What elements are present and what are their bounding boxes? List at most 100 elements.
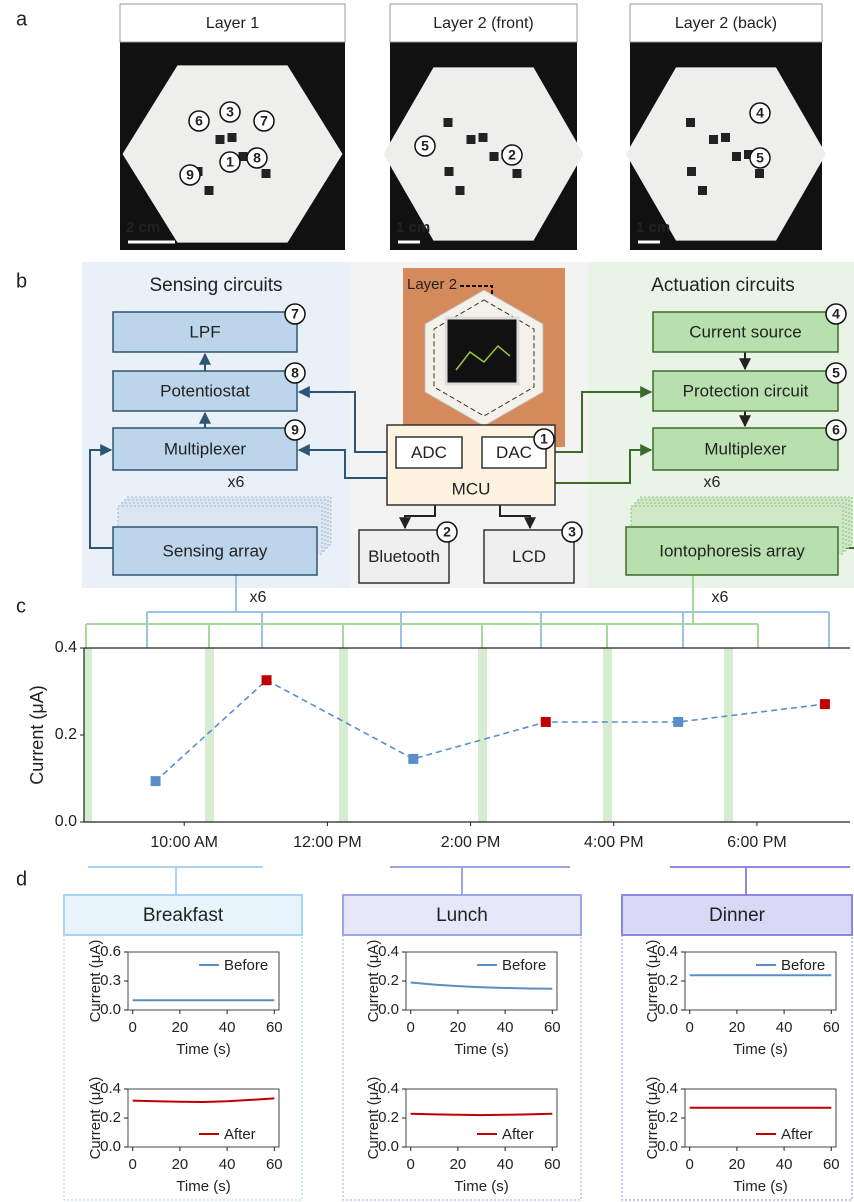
- plot-frame: [406, 1089, 557, 1147]
- badge-number: 2: [443, 524, 451, 540]
- y-tick-label: 0.2: [55, 726, 77, 743]
- chip: [205, 186, 214, 195]
- x-tick-label: 60: [266, 1019, 283, 1036]
- x-axis-label: Time (s): [733, 1178, 787, 1195]
- badge-number: 3: [568, 524, 576, 540]
- scale-bar-label: 1 cm: [396, 219, 430, 236]
- stimulation-bands: [84, 648, 733, 822]
- x-axis-label: Time (s): [733, 1041, 787, 1058]
- x-axis-label: Time (s): [454, 1178, 508, 1195]
- y-axis-label: Current (μA): [644, 940, 661, 1023]
- y-tick-label: 0.4: [55, 639, 77, 656]
- meal-title: Breakfast: [143, 905, 224, 926]
- x-tick-label: 0: [129, 1156, 137, 1173]
- x-tick-label: 20: [729, 1156, 746, 1173]
- x-tick-label: 40: [219, 1156, 236, 1173]
- x-tick-label: 60: [266, 1156, 283, 1173]
- x-tick-label: 40: [776, 1019, 793, 1036]
- legend-label: Before: [781, 957, 825, 974]
- x-tick-label: 20: [450, 1019, 467, 1036]
- badge-number: 4: [756, 105, 764, 121]
- y-axis-label: Current (μA): [365, 940, 382, 1023]
- chip: [721, 133, 730, 142]
- block-label: LCD: [512, 547, 546, 566]
- x-tick-label: 6:00 PM: [727, 834, 787, 851]
- y-axis-label: Current (μA): [87, 1077, 104, 1160]
- figure: abcdLayer 12 cm367189Layer 2 (front)1 cm…: [0, 0, 854, 1202]
- badge-number: 7: [291, 306, 299, 322]
- panel-label: d: [16, 868, 27, 890]
- badge-number: 6: [832, 422, 840, 438]
- x-tick-label: 60: [544, 1019, 561, 1036]
- x-tick-label: 0: [686, 1156, 694, 1173]
- badge-number: 5: [832, 365, 840, 381]
- legend-label: After: [502, 1126, 534, 1143]
- x-tick-label: 20: [450, 1156, 467, 1173]
- x-tick-label: 20: [729, 1019, 746, 1036]
- badge-number: 9: [291, 422, 299, 438]
- data-line: [133, 1098, 275, 1102]
- y-tick-label: 0.0: [55, 813, 77, 830]
- chip: [732, 152, 741, 161]
- block-label: Protection circuit: [683, 381, 809, 400]
- chip: [456, 186, 465, 195]
- block-label: Potentiostat: [160, 381, 250, 400]
- multiplier: x6: [704, 474, 721, 491]
- data-point: [151, 776, 161, 786]
- multiplier: x6: [250, 589, 267, 606]
- block-label: MCU: [452, 479, 491, 498]
- block-label: Multiplexer: [704, 439, 787, 458]
- y-axis-label: Current (μA): [27, 685, 47, 784]
- badge-number: 6: [195, 113, 203, 129]
- photo-title: Layer 2 (back): [675, 15, 777, 32]
- section-title: Sensing circuits: [149, 275, 282, 296]
- x-tick-label: 20: [172, 1019, 189, 1036]
- x-tick-label: 40: [219, 1019, 236, 1036]
- chip: [709, 135, 718, 144]
- x-tick-label: 2:00 PM: [441, 834, 501, 851]
- data-point: [262, 675, 272, 685]
- plot-frame: [128, 1089, 279, 1147]
- scale-bar-label: 1 cm: [636, 219, 670, 236]
- photo-title: Layer 1: [206, 15, 259, 32]
- multiplier: x6: [712, 589, 729, 606]
- x-tick-label: 60: [823, 1156, 840, 1173]
- x-tick-label: 60: [544, 1156, 561, 1173]
- badge-number: 1: [540, 431, 548, 447]
- section-title: Actuation circuits: [651, 275, 795, 296]
- chip: [467, 135, 476, 144]
- block-label: LPF: [189, 322, 220, 341]
- data-point: [820, 699, 830, 709]
- badge-number: 5: [421, 138, 429, 154]
- multiplier: x6: [228, 474, 245, 491]
- panel-label: b: [16, 270, 27, 292]
- plot-frame: [685, 1089, 836, 1147]
- x-tick-label: 4:00 PM: [584, 834, 644, 851]
- meal-title: Dinner: [709, 905, 766, 926]
- legend-label: Before: [502, 957, 546, 974]
- legend-label: After: [781, 1126, 813, 1143]
- chip: [479, 133, 488, 142]
- block-label: Current source: [689, 322, 801, 341]
- data-point: [408, 754, 418, 764]
- block-label: Sensing array: [163, 541, 268, 560]
- x-tick-label: 10:00 AM: [150, 834, 218, 851]
- x-tick-label: 12:00 PM: [293, 834, 361, 851]
- data-point: [541, 717, 551, 727]
- chip: [698, 186, 707, 195]
- x-tick-label: 0: [407, 1019, 415, 1036]
- block-label: DAC: [496, 443, 532, 462]
- x-axis-label: Time (s): [454, 1041, 508, 1058]
- panel-label: a: [16, 8, 28, 30]
- badge-number: 8: [253, 150, 261, 166]
- badge-number: 9: [186, 167, 194, 183]
- badge-number: 3: [226, 104, 234, 120]
- chip: [687, 167, 696, 176]
- page: abcdLayer 12 cm367189Layer 2 (front)1 cm…: [0, 0, 854, 1202]
- chip: [262, 169, 271, 178]
- scale-bar-label: 2 cm: [126, 219, 160, 236]
- chip: [490, 152, 499, 161]
- panel-label: c: [16, 595, 26, 617]
- x-tick-label: 40: [497, 1019, 514, 1036]
- x-tick-label: 40: [497, 1156, 514, 1173]
